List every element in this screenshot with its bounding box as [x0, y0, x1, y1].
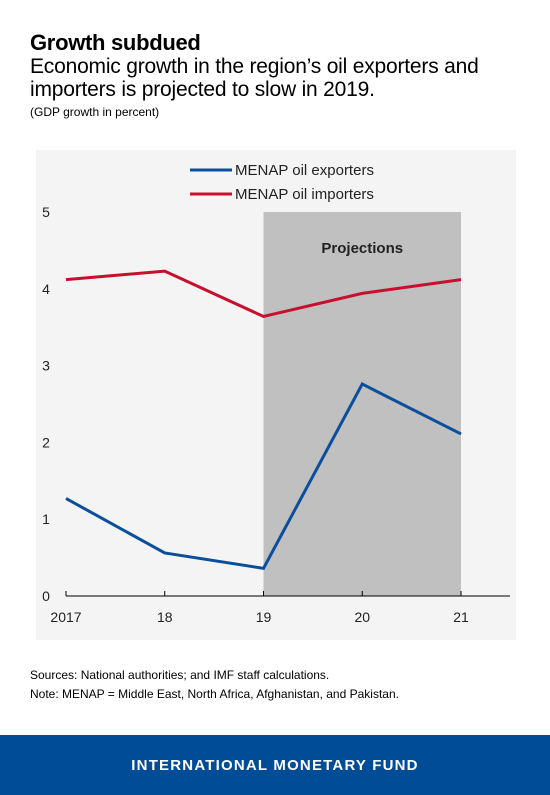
projection-band [263, 212, 461, 596]
legend-label-menap-oil-exporters: MENAP oil exporters [235, 162, 374, 179]
chart-area: Projections 2017 18 19 20 21 0 1 2 3 4 5 MENAP oil e… [36, 150, 516, 640]
y-tick-label-0: 0 [42, 588, 50, 604]
x-tick-label-19: 19 [256, 609, 272, 625]
menap-note: Note: MENAP = Middle East, North Africa,… [30, 687, 399, 701]
sources-note: Sources: National authorities; and IMF s… [30, 668, 330, 682]
imf-logo-text: INTERNATIONAL MONETARY FUND [131, 756, 419, 774]
chart-subtitle: Economic growth in the region’s oil expo… [30, 55, 479, 101]
x-tick-label-20: 20 [354, 609, 370, 625]
x-tick-label-21: 21 [453, 609, 469, 625]
footer-bar: INTERNATIONAL MONETARY FUND [0, 735, 550, 795]
y-tick-label-3: 3 [42, 358, 50, 374]
projection-label: Projections [321, 240, 403, 257]
line-chart: Projections 2017 18 19 20 21 0 1 2 3 4 5 MENAP oil e… [42, 162, 510, 625]
x-tick-label-2017: 2017 [50, 609, 81, 625]
y-tick-label-4: 4 [42, 281, 50, 297]
legend-label-menap-oil-importers: MENAP oil importers [235, 186, 374, 203]
y-tick-label-5: 5 [42, 204, 50, 220]
x-tick-label-18: 18 [157, 609, 173, 625]
chart-title: Growth subdued [30, 30, 201, 55]
y-tick-label-2: 2 [42, 434, 50, 450]
unit-note: (GDP growth in percent) [30, 105, 160, 119]
y-tick-label-1: 1 [42, 511, 50, 527]
